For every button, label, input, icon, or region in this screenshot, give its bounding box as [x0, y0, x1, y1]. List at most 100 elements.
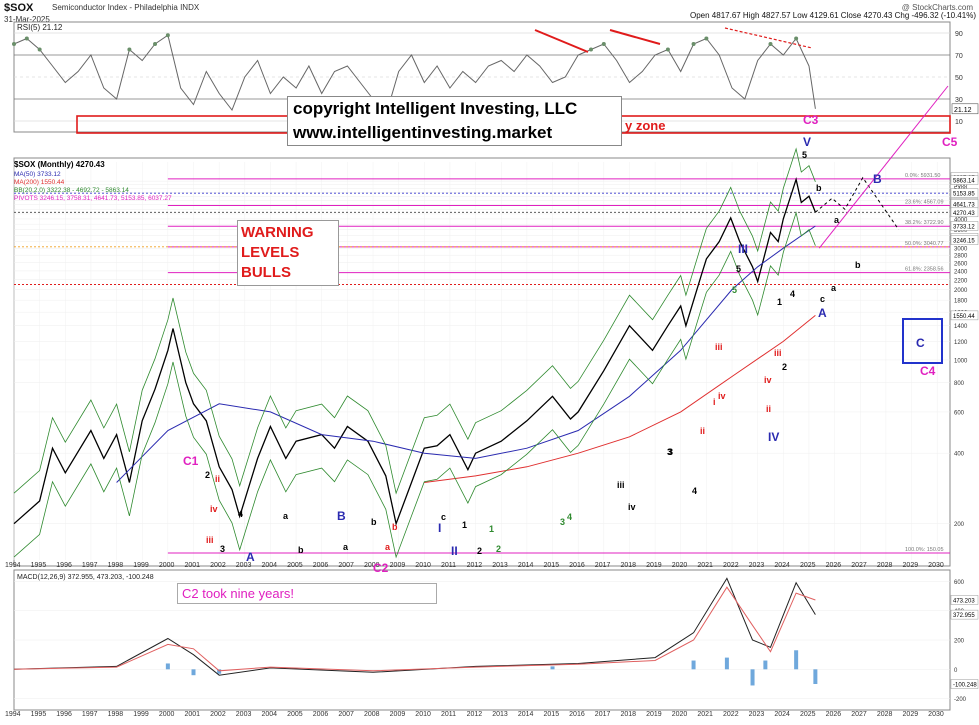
- series-ma50: [116, 225, 816, 483]
- rsi-overbought-point: [601, 42, 606, 46]
- price-x-tick-label: 1999: [133, 562, 149, 569]
- wave-label: 1: [462, 520, 467, 530]
- wave-label: i: [713, 397, 716, 407]
- price-x-tick-label: 2025: [800, 562, 816, 569]
- price-x-tick-label: 2003: [236, 562, 252, 569]
- wave-label: iii: [617, 480, 625, 490]
- macd-right-box: [950, 595, 979, 605]
- legend-ma50: MA(50) 3733.12: [14, 171, 61, 178]
- wave-label: a: [834, 215, 840, 225]
- wave-label: b: [392, 522, 398, 532]
- wave-label: iii: [774, 348, 782, 358]
- wave-label: ii: [700, 426, 705, 436]
- warning-line2: LEVELS: [241, 244, 300, 261]
- price-x-tick-label: 2028: [877, 562, 893, 569]
- price-tick-label: 200: [954, 522, 965, 528]
- macd-histogram-bar: [763, 660, 768, 670]
- x-tick-label: 2016: [569, 711, 585, 718]
- x-tick-label: 2015: [544, 711, 560, 718]
- macd-title: MACD(12,26,9) 372.955, 473.203, -100.248: [17, 574, 154, 581]
- wave-label: 3: [560, 517, 565, 527]
- x-tick-label: 1994: [5, 711, 21, 718]
- wave-label: iii: [715, 342, 723, 352]
- wave-label: b: [298, 545, 304, 555]
- rsi-overbought-point: [704, 36, 709, 41]
- bollinger-lower: [13, 211, 816, 559]
- macd-tick-label: 600: [954, 580, 965, 586]
- wave-label: C: [916, 336, 925, 350]
- x-tick-label: 1998: [108, 711, 124, 718]
- bollinger-upper: [13, 147, 816, 495]
- wave-label: a: [385, 542, 391, 552]
- price-right-label: 5863.14: [953, 179, 975, 185]
- wave-label: C2: [373, 561, 389, 575]
- price-right-box: [950, 235, 979, 245]
- fib-level-label: 23.6%: 4567.09: [905, 199, 944, 205]
- x-tick-label: 2029: [903, 711, 919, 718]
- wave-label: 2: [205, 470, 210, 480]
- rsi-tick-label: 50: [955, 75, 963, 82]
- price-x-tick-label: 2011: [441, 562, 456, 569]
- chart-date: 31-Mar-2025: [4, 15, 50, 24]
- x-tick-label: 2011: [441, 711, 456, 718]
- x-tick-label: 2019: [646, 711, 662, 718]
- price-tick-label: 1800: [954, 299, 968, 305]
- price-x-tick-label: 2018: [620, 562, 636, 569]
- wave-label: III: [738, 242, 748, 256]
- price-x-tick-label: 2026: [826, 562, 842, 569]
- wave-label: ii: [766, 404, 771, 414]
- price-x-tick-label: 2016: [569, 562, 585, 569]
- warning-line3: BULLS: [241, 264, 291, 281]
- macd-histogram-bar: [217, 669, 222, 674]
- x-tick-label: 2018: [620, 711, 636, 718]
- macd-tick-label: -200: [954, 697, 967, 703]
- x-tick-label: 2014: [518, 711, 534, 718]
- chart-index-name: Semiconductor Index - Philadelphia INDX: [52, 3, 200, 12]
- wave-label: b: [371, 517, 377, 527]
- wave-label: 5: [736, 264, 741, 274]
- price-x-tick-label: 1998: [108, 562, 124, 569]
- wave-label: 4: [567, 512, 572, 522]
- x-tick-label: 1999: [133, 711, 149, 718]
- rsi-overbought-point: [37, 47, 42, 52]
- price-x-tick-label: 2004: [261, 562, 277, 569]
- wave-label: C1: [183, 454, 199, 468]
- price-x-tick-label: 2015: [544, 562, 560, 569]
- price-right-label: 4270.43: [953, 211, 975, 217]
- c2-note: C2 took nine years!: [177, 583, 437, 604]
- macd-series-signal: [13, 586, 816, 672]
- price-tick-label: 1200: [954, 340, 968, 346]
- price-tick-label: 5600: [954, 183, 968, 189]
- wave-label: 4: [790, 289, 795, 299]
- macd-histogram-bar: [794, 650, 799, 670]
- copyright-box: copyright Intelligent Investing, LLC www…: [287, 96, 622, 146]
- price-tick-label: 800: [954, 381, 965, 387]
- price-right-label: 4641.73: [953, 202, 975, 208]
- fib-level-label: 100.0%: 150.05: [905, 547, 944, 553]
- x-tick-label: 2006: [313, 711, 329, 718]
- wave-label: 3: [220, 544, 225, 554]
- ohlc-readout: Open 4817.67 High 4827.57 Low 4129.61 Cl…: [690, 11, 976, 20]
- wave-label: iv: [718, 391, 726, 401]
- macd-histogram-bar: [550, 666, 555, 670]
- price-tick-label: 600: [954, 410, 965, 416]
- x-tick-label: 2017: [595, 711, 611, 718]
- rsi-overbought-point: [127, 47, 132, 52]
- x-tick-label: 2004: [261, 711, 277, 718]
- x-tick-label: 2008: [364, 711, 380, 718]
- rsi-overbought-point: [794, 36, 799, 41]
- x-tick-label: 1997: [82, 711, 98, 718]
- price-tick-label: 2200: [954, 278, 968, 284]
- warning-box: WARNING LEVELS BULLS: [237, 220, 339, 286]
- macd-right-box: [950, 679, 979, 689]
- price-x-tick-label: 2007: [338, 562, 354, 569]
- wave-label: 4: [692, 486, 697, 496]
- wave-label: C4: [920, 364, 936, 378]
- x-tick-label: 2025: [800, 711, 816, 718]
- x-tick-label: 2003: [236, 711, 252, 718]
- legend-pivots: PIVOTS 3246.15, 3758.31, 4641.73, 5153.8…: [14, 195, 172, 202]
- price-x-tick-label: 2024: [774, 562, 790, 569]
- copyright-line2: www.intelligentinvesting.market: [293, 123, 553, 142]
- price-x-tick-label: 2021: [697, 562, 713, 569]
